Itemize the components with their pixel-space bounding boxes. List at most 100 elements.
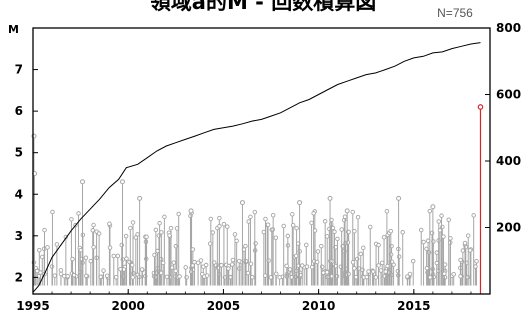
magnitude-point bbox=[327, 226, 332, 232]
magnitude-point bbox=[441, 234, 446, 239]
magnitude-point bbox=[360, 245, 366, 251]
magnitude-point bbox=[248, 261, 254, 267]
cumulative-line-layer bbox=[32, 42, 481, 293]
y-left-tick-label: 2 bbox=[15, 270, 23, 284]
magnitude-point bbox=[304, 242, 309, 248]
magnitude-point bbox=[263, 216, 268, 222]
magnitude-point bbox=[157, 220, 162, 226]
magnitude-point bbox=[368, 224, 373, 230]
magnitude-point bbox=[434, 250, 440, 255]
magnitude-point bbox=[424, 265, 430, 271]
magnitude-point bbox=[427, 208, 433, 214]
magnitude-point bbox=[173, 268, 178, 274]
magnitude-point bbox=[311, 211, 316, 216]
magnitude-point bbox=[297, 200, 303, 206]
magnitude-point bbox=[366, 269, 371, 274]
magnitude-point bbox=[96, 231, 102, 236]
magnitude-point bbox=[176, 211, 181, 217]
magnitude-point bbox=[265, 222, 271, 228]
magnitude-point bbox=[358, 251, 363, 257]
magnitude-point bbox=[119, 242, 124, 248]
magnitude-point bbox=[69, 217, 74, 222]
magnitude-point bbox=[388, 228, 394, 234]
magnitude-point bbox=[198, 258, 204, 263]
magnitude-point bbox=[128, 225, 133, 231]
magnitude-point bbox=[465, 233, 471, 238]
magnitude-point bbox=[439, 213, 444, 218]
magnitude-point bbox=[396, 195, 402, 201]
magnitude-point bbox=[204, 273, 210, 278]
magnitude-point bbox=[344, 208, 350, 214]
magnitude-point bbox=[364, 274, 370, 280]
magnitude-point bbox=[451, 271, 456, 277]
magnitude-point bbox=[448, 236, 453, 241]
magnitude-point bbox=[376, 242, 381, 248]
magnitude-point bbox=[171, 260, 177, 265]
event-count-label: N=756 bbox=[437, 6, 473, 20]
magnitude-point bbox=[52, 273, 58, 278]
magnitude-point bbox=[34, 268, 40, 274]
magnitude-point bbox=[230, 262, 235, 267]
magnitude-point bbox=[88, 258, 94, 264]
magnitude-point bbox=[40, 254, 45, 260]
magnitude-point bbox=[226, 266, 231, 271]
magnitude-point bbox=[266, 258, 271, 263]
magnitude-point bbox=[65, 273, 70, 279]
x-tick-label: 2000 bbox=[112, 299, 145, 313]
y-left-tick-label: 7 bbox=[15, 63, 23, 77]
magnitude-point bbox=[151, 270, 157, 276]
magnitude-point bbox=[290, 222, 296, 228]
magnitude-point bbox=[345, 240, 351, 245]
y-right-tick-label: 600 bbox=[496, 88, 521, 102]
magnitude-point bbox=[37, 247, 42, 253]
x-tick-label: 1995 bbox=[16, 299, 49, 313]
magnitude-point bbox=[230, 257, 236, 263]
magnitude-point bbox=[190, 247, 196, 252]
magnitude-point bbox=[290, 212, 295, 217]
magnitude-point bbox=[119, 179, 125, 185]
magnitude-point bbox=[281, 223, 286, 229]
y-right-tick-label: 200 bbox=[496, 221, 521, 235]
magnitude-point bbox=[434, 260, 440, 266]
magnitude-point bbox=[418, 227, 424, 233]
magnitude-point bbox=[239, 200, 245, 206]
magnitude-point bbox=[195, 260, 201, 266]
magnitude-point bbox=[219, 263, 224, 268]
magnitude-point bbox=[70, 256, 75, 262]
magnitude-point bbox=[312, 228, 318, 233]
magnitude-point bbox=[300, 263, 305, 268]
magnitude-point bbox=[210, 230, 216, 235]
magnitude-point bbox=[129, 262, 135, 268]
magnitude-point bbox=[83, 255, 89, 261]
magnitude-point bbox=[284, 263, 289, 269]
magnitude-point bbox=[309, 264, 315, 270]
magnitude-point bbox=[352, 228, 357, 234]
magnitude-point bbox=[410, 258, 416, 264]
magnitude-point bbox=[376, 263, 381, 268]
magnitude-point bbox=[250, 275, 255, 280]
magnitude-point bbox=[460, 248, 466, 253]
magnitude-point bbox=[335, 236, 340, 242]
magnitude-point bbox=[217, 215, 222, 221]
magnitude-point bbox=[293, 253, 299, 259]
magnitude-point bbox=[458, 257, 463, 263]
magnitude-point bbox=[162, 214, 167, 220]
magnitude-point bbox=[287, 267, 293, 272]
magnitude-point bbox=[322, 219, 328, 224]
magnitude-point bbox=[379, 260, 385, 266]
magnitude-point bbox=[350, 260, 356, 265]
magnitude-point bbox=[164, 274, 170, 280]
magnitude-point bbox=[208, 216, 214, 222]
magnitude-point bbox=[207, 241, 213, 246]
magnitude-point bbox=[133, 235, 139, 240]
magnitude-point bbox=[188, 208, 194, 214]
magnitude-point bbox=[474, 258, 479, 264]
magnitude-point bbox=[80, 179, 86, 185]
magnitude-point bbox=[188, 213, 193, 219]
magnitude-point bbox=[124, 256, 129, 261]
magnitude-point bbox=[243, 258, 249, 264]
magnitude-point bbox=[144, 234, 149, 240]
y-right-tick-label: 800 bbox=[496, 21, 521, 35]
magnitude-point bbox=[221, 222, 227, 227]
magnitude-point bbox=[123, 233, 129, 239]
